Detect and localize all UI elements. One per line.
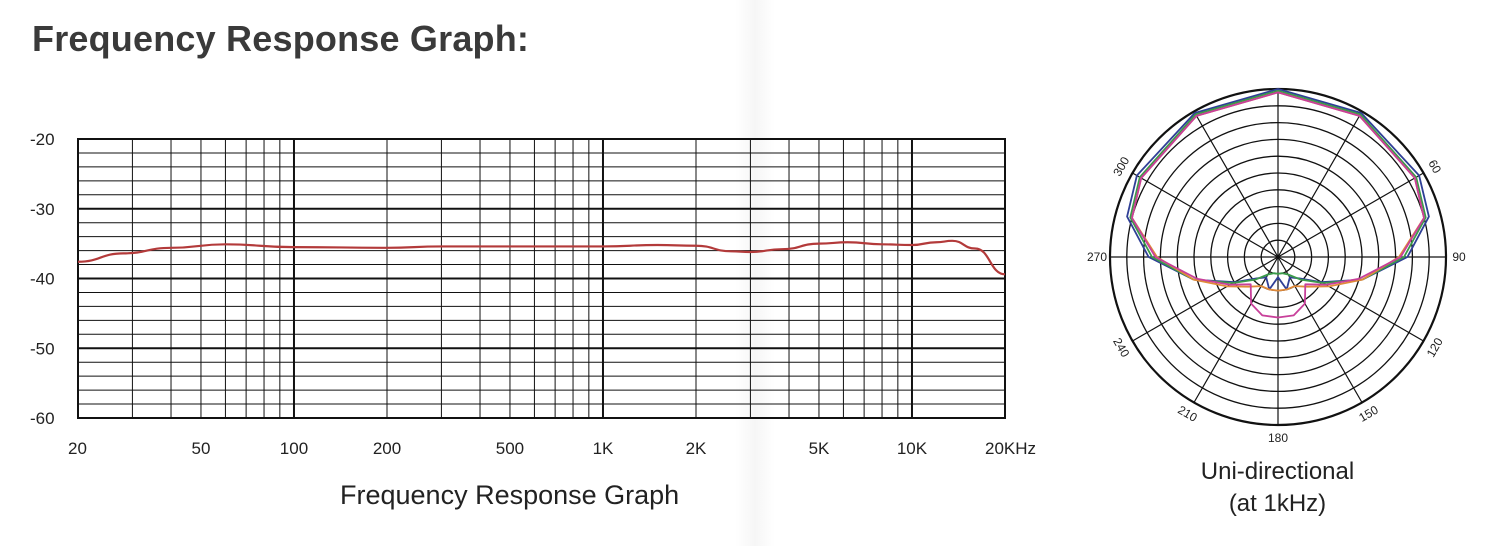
polar-angle-label: 300 [1110,154,1132,179]
polar-pattern-trace [1131,91,1425,319]
y-tick-label: -20 [30,130,55,149]
frequency-response-caption: Frequency Response Graph [340,480,680,510]
polar-pattern-trace [1129,89,1427,284]
polar-angle-label: 180 [1268,431,1288,445]
x-tick-label: 500 [496,439,524,458]
polar-pattern-caption: Uni-directional (at 1kHz) [1175,456,1380,520]
polar-angle-label: 60 [1425,157,1444,176]
polar-pattern-trace [1126,88,1430,291]
y-tick-label: -60 [30,409,55,428]
polar-spoke [1277,256,1363,403]
polar-spoke [1132,256,1279,342]
polar-angle-label: 120 [1424,335,1446,360]
response-curve [77,239,1006,276]
y-tick-label: -30 [30,200,55,219]
polar-angle-label: 90 [1452,250,1466,264]
polar-angle-label: 240 [1110,335,1132,360]
polar-spoke [1277,172,1424,258]
polar-spoke [1132,172,1279,258]
x-tick-label: 20KHz [985,439,1036,458]
polar-angle-label: 270 [1087,250,1107,264]
polar-spoke [1277,256,1424,342]
page-title: Frequency Response Graph: [32,18,530,59]
plot-frame [77,138,1006,419]
x-tick-label: 50 [192,439,211,458]
x-tick-label: 10K [897,439,928,458]
polar-spoke [1193,256,1279,403]
polar-spoke [1277,111,1363,258]
polar-angle-label: 150 [1356,403,1381,425]
page-fold-shadow [735,0,775,546]
y-tick-label: -40 [30,270,55,289]
x-tick-label: 200 [373,439,401,458]
polar-pattern-plot: 60 90 120 150 180 210 240 270 300 [1087,87,1466,445]
frequency-response-plot: -20 -30 -40 -50 -60 20 50 100 200 500 1K 2K 5K 10K 20K… [30,130,1036,458]
polar-caption-line-2: (at 1kHz) [1228,490,1327,517]
polar-caption-line-1: Uni-directional [1200,458,1355,485]
x-tick-label: 20 [68,439,87,458]
polar-angle-label: 210 [1175,403,1200,425]
y-tick-label: -50 [30,339,55,358]
polar-spoke [1193,111,1279,258]
x-tick-label: 100 [280,439,308,458]
x-tick-label: 1K [593,439,614,458]
x-tick-label: 2K [686,439,707,458]
x-tick-label: 5K [809,439,830,458]
